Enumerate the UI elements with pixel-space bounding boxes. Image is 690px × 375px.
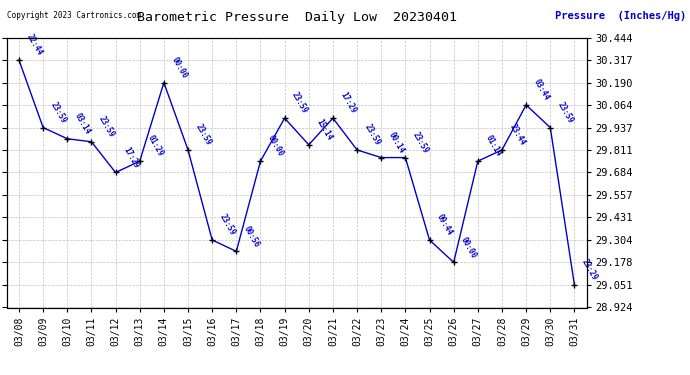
Text: 00:56: 00:56 xyxy=(242,224,262,249)
Text: 03:44: 03:44 xyxy=(532,78,551,102)
Text: 23:59: 23:59 xyxy=(49,100,68,125)
Text: 23:59: 23:59 xyxy=(290,91,310,116)
Text: 09:44: 09:44 xyxy=(435,213,455,237)
Text: 00:00: 00:00 xyxy=(170,56,189,80)
Text: 23:59: 23:59 xyxy=(411,130,431,155)
Text: 23:59: 23:59 xyxy=(363,123,382,147)
Text: 22:44: 22:44 xyxy=(25,33,44,57)
Text: 17:29: 17:29 xyxy=(339,91,358,116)
Text: 01:14: 01:14 xyxy=(484,134,503,158)
Text: 23:59: 23:59 xyxy=(218,213,237,237)
Text: 03:14: 03:14 xyxy=(73,111,92,136)
Text: Copyright 2023 Cartronics.com: Copyright 2023 Cartronics.com xyxy=(7,11,141,20)
Text: 23:44: 23:44 xyxy=(508,123,527,147)
Text: 00:00: 00:00 xyxy=(460,235,479,260)
Text: Barometric Pressure  Daily Low  20230401: Barometric Pressure Daily Low 20230401 xyxy=(137,11,457,24)
Text: 01:29: 01:29 xyxy=(146,134,165,158)
Text: 15:14: 15:14 xyxy=(315,117,334,142)
Text: 00:14: 00:14 xyxy=(387,130,406,155)
Text: 00:00: 00:00 xyxy=(266,134,286,158)
Text: 23:59: 23:59 xyxy=(97,114,117,139)
Text: Pressure  (Inches/Hg): Pressure (Inches/Hg) xyxy=(555,11,687,21)
Text: 17:29: 17:29 xyxy=(121,145,141,170)
Text: 23:29: 23:29 xyxy=(580,258,600,282)
Text: 23:59: 23:59 xyxy=(556,100,575,125)
Text: 23:59: 23:59 xyxy=(194,123,213,147)
